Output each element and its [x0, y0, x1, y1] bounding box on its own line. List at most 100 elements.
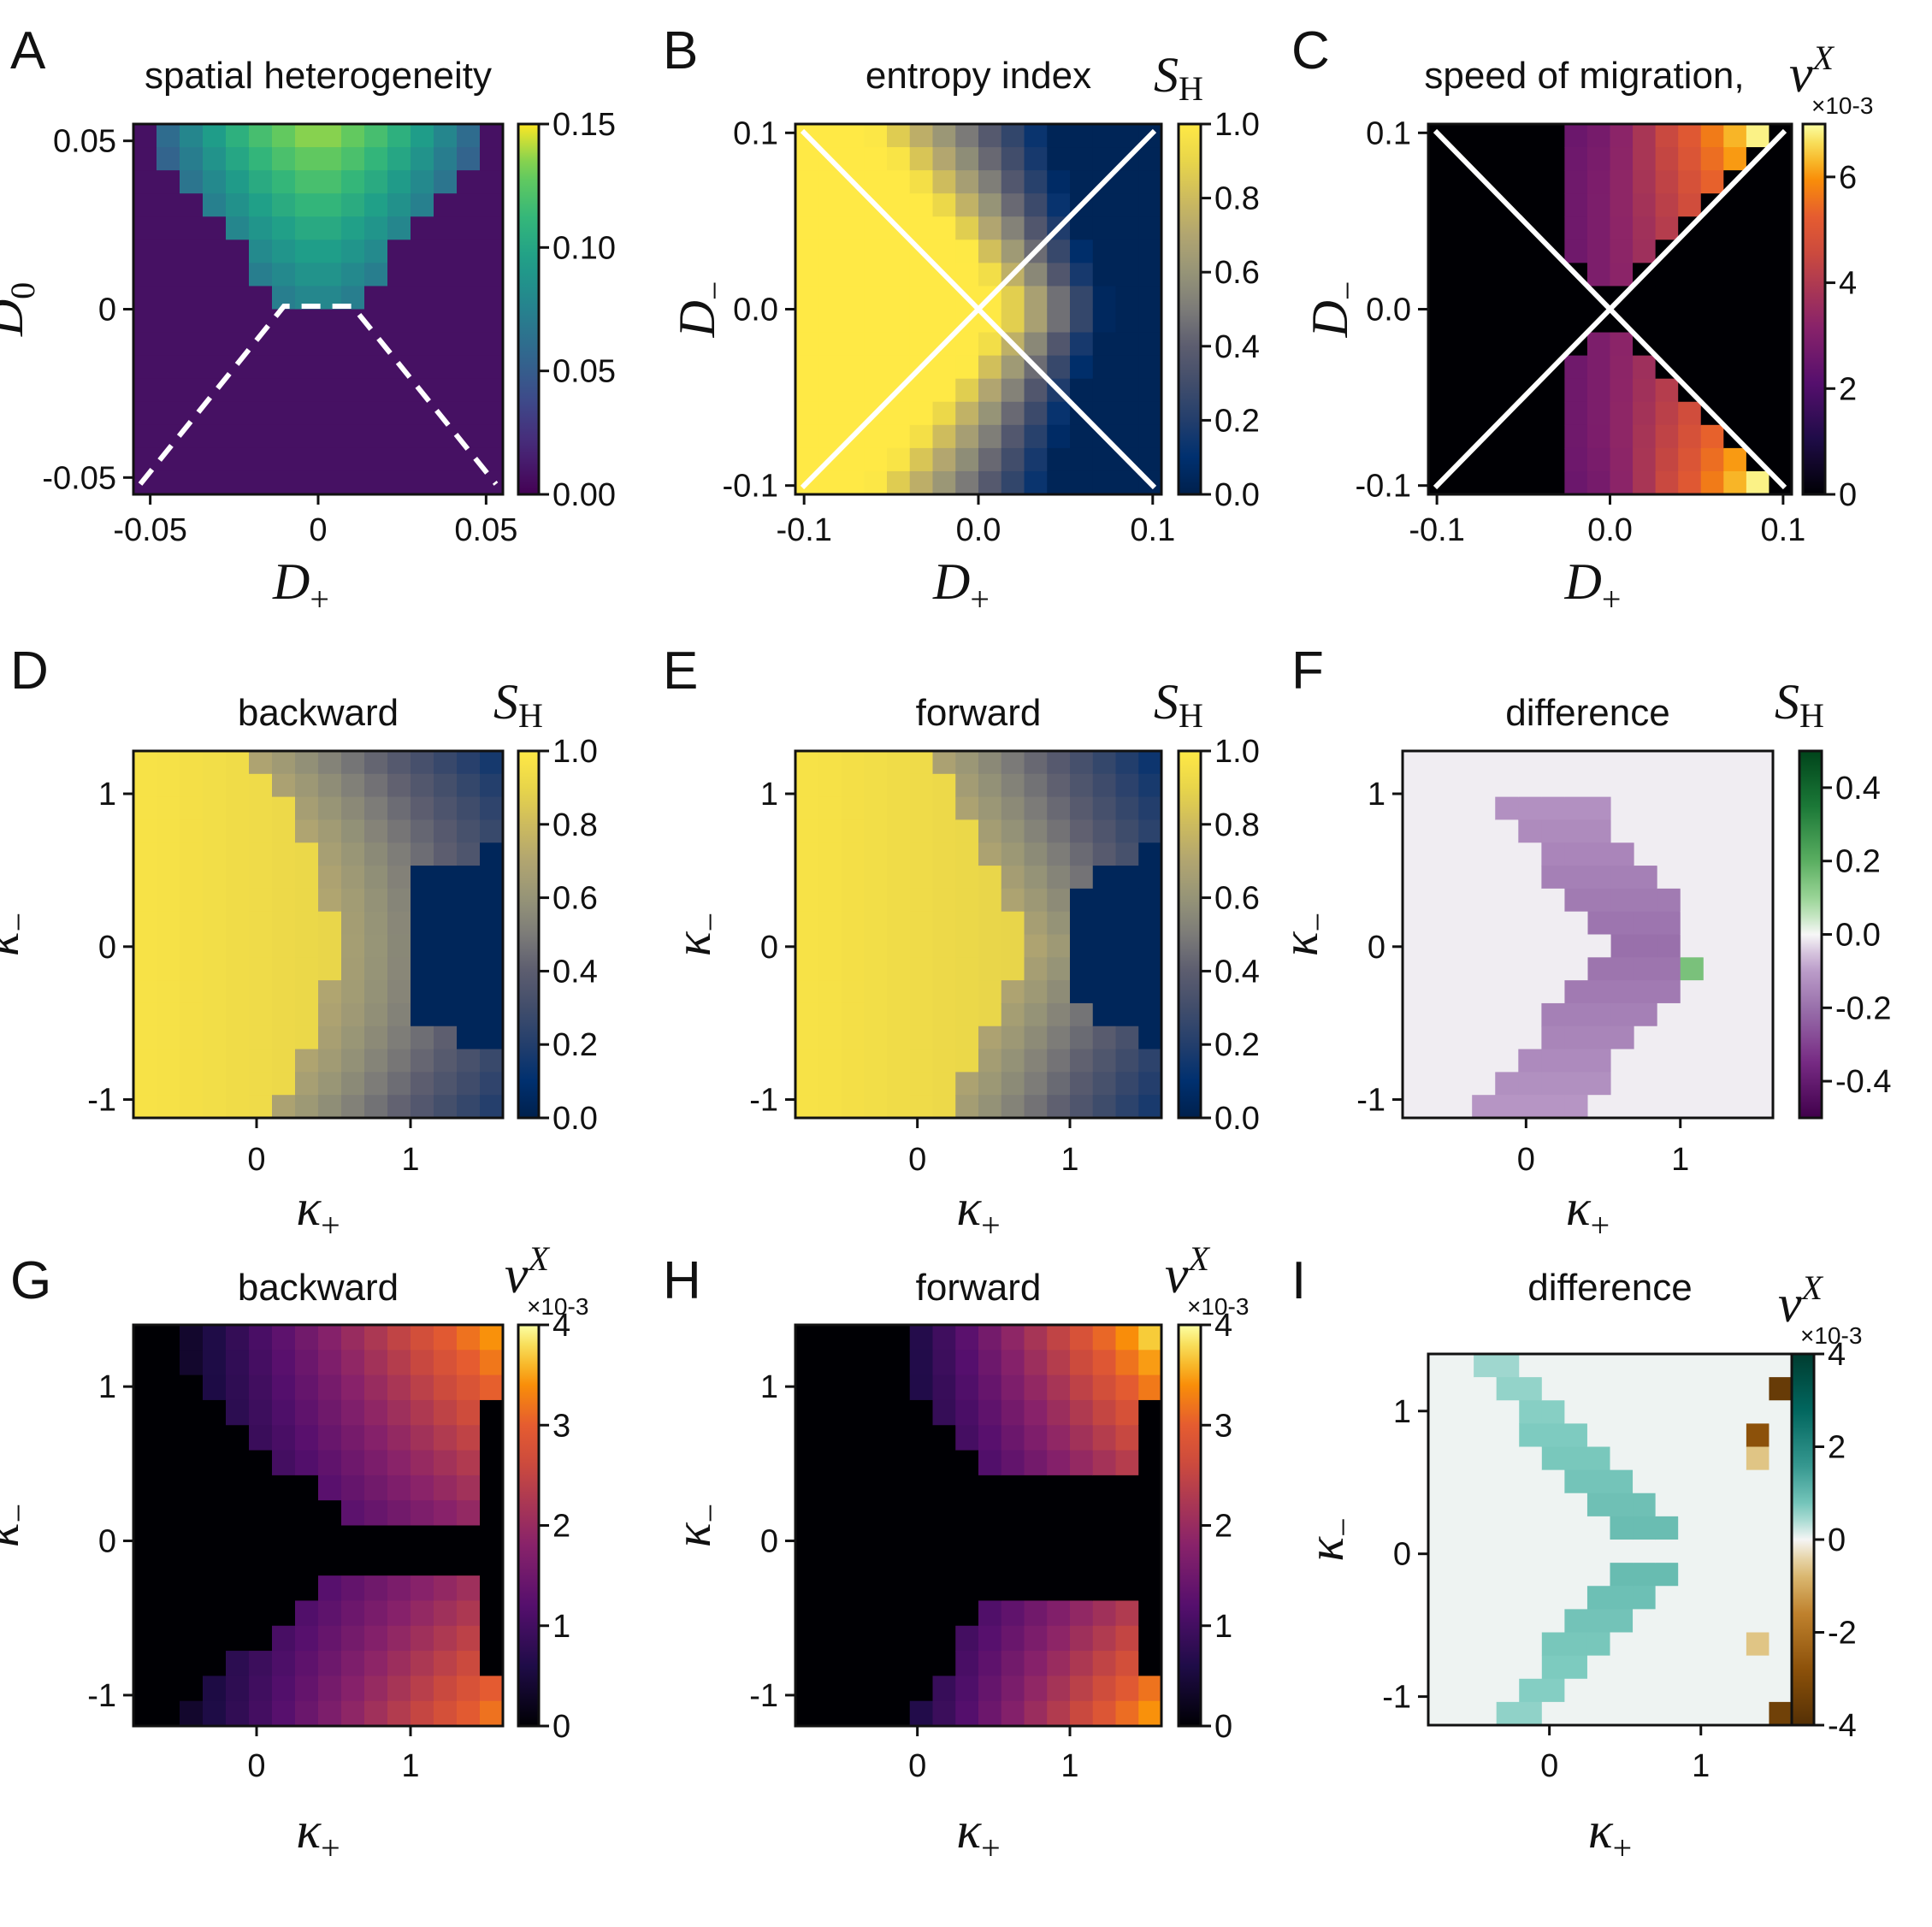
heatmap-cell: [1518, 866, 1542, 890]
heatmap-cell: [1047, 866, 1071, 890]
heatmap-cell: [272, 470, 296, 495]
heatmap-cell: [1610, 1446, 1634, 1471]
heatmap-cell: [1449, 1049, 1473, 1073]
heatmap-cell: [249, 193, 273, 217]
heatmap-cell: [978, 447, 1002, 472]
heatmap-cell: [818, 1072, 842, 1096]
heatmap-cell: [203, 957, 227, 981]
heatmap-cell: [1655, 401, 1679, 426]
heatmap-cell: [1070, 1095, 1094, 1119]
heatmap-cell: [1723, 1446, 1747, 1471]
heatmap-cell: [887, 263, 911, 287]
heatmap-cell: [909, 751, 934, 775]
heatmap-cell: [1024, 1525, 1048, 1552]
heatmap-cell: [864, 957, 888, 981]
heatmap-cell: [1472, 1002, 1496, 1027]
heatmap-cell: [1450, 1469, 1474, 1494]
heatmap-cell: [1586, 355, 1611, 380]
heatmap-cell: [795, 147, 819, 171]
heatmap-cell: [1655, 1354, 1679, 1378]
heatmap-cell: [1769, 1609, 1793, 1634]
heatmap-cell: [226, 1026, 250, 1050]
heatmap-cell: [1610, 1002, 1635, 1027]
heatmap-cell: [932, 378, 956, 403]
heatmap-cell: [1428, 1563, 1452, 1587]
heatmap-cell: [1001, 773, 1025, 798]
heatmap-cell: [295, 1425, 319, 1451]
heatmap-cell: [387, 842, 411, 866]
heatmap-cell: [1769, 355, 1793, 380]
heatmap-cell: [480, 401, 504, 426]
heatmap-cell: [1495, 866, 1519, 890]
heatmap-cell: [1723, 239, 1747, 263]
heatmap-cell: [978, 1600, 1002, 1627]
heatmap-cell: [909, 286, 934, 310]
heatmap-cell: [1070, 355, 1094, 380]
heatmap-cell: [133, 957, 157, 981]
heatmap-cell: [1047, 751, 1071, 775]
heatmap-cell: [249, 1399, 273, 1426]
heatmap-cell: [1703, 1026, 1728, 1050]
heatmap-cell: [1769, 1377, 1793, 1401]
heatmap-cell: [1678, 263, 1702, 287]
y-axis-label: κ−: [665, 1504, 730, 1547]
heatmap-cell: [457, 309, 481, 334]
heatmap-cell: [203, 1026, 227, 1050]
heatmap-cell: [203, 888, 227, 913]
heatmap-cell: [1024, 1002, 1048, 1027]
heatmap-cell: [1092, 216, 1117, 240]
heatmap-cell: [457, 193, 481, 217]
heatmap-cell: [1474, 355, 1498, 380]
heatmap-cell: [180, 819, 204, 843]
heatmap-cell: [841, 934, 865, 958]
heatmap-cell: [1450, 1701, 1474, 1726]
heatmap-cell: [1678, 1377, 1702, 1401]
heatmap-cell: [1519, 1678, 1543, 1703]
heatmap-cell: [1564, 911, 1589, 936]
heatmap-cell: [387, 751, 411, 775]
heatmap-cell: [1449, 751, 1473, 775]
heatmap-cell: [932, 1676, 956, 1702]
heatmap-cell: [932, 1095, 956, 1119]
heatmap-cell: [1564, 1540, 1588, 1563]
heatmap-cell: [1678, 470, 1702, 495]
heatmap-cell: [1047, 957, 1071, 981]
heatmap-cell: [1024, 888, 1048, 913]
heatmap-cell: [1001, 1600, 1025, 1627]
heatmap-cell: [457, 819, 481, 843]
heatmap-cell: [1700, 1469, 1724, 1494]
heatmap-cell: [818, 170, 842, 194]
heatmap-cell: [157, 866, 180, 890]
heatmap-cell: [978, 1374, 1002, 1401]
heatmap-cell: [1024, 1049, 1048, 1073]
x-axis-label: κ+: [1566, 1179, 1610, 1244]
heatmap-cell: [1115, 1525, 1139, 1552]
heatmap-cell: [955, 424, 979, 449]
heatmap-cell: [1703, 888, 1728, 913]
heatmap-cell: [978, 1002, 1002, 1027]
heatmap-cell: [955, 263, 979, 287]
heatmap-cell: [1047, 1500, 1071, 1527]
heatmap-cell: [1070, 751, 1094, 775]
heatmap-cell: [133, 1525, 157, 1552]
heatmap-cell: [1769, 1678, 1793, 1703]
heatmap-cell: [1496, 239, 1520, 263]
heatmap-cell: [133, 1325, 157, 1351]
heatmap-cell: [795, 170, 819, 194]
heatmap-cell: [1450, 286, 1474, 310]
heatmap-cell: [1403, 1026, 1427, 1050]
heatmap-cell: [411, 866, 434, 890]
heatmap-cell: [1403, 773, 1427, 798]
heatmap-cell: [1519, 1354, 1543, 1378]
heatmap-cell: [249, 1002, 273, 1027]
heatmap-cell: [1700, 1632, 1724, 1657]
heatmap-cell: [1474, 216, 1498, 240]
heatmap-cell: [887, 170, 911, 194]
heatmap-cell: [1403, 796, 1427, 821]
heatmap-cell: [909, 957, 934, 981]
heatmap-cell: [318, 1425, 342, 1451]
heatmap-cell: [864, 1350, 888, 1376]
heatmap-cell: [1496, 1632, 1520, 1657]
heatmap-cell: [909, 773, 934, 798]
